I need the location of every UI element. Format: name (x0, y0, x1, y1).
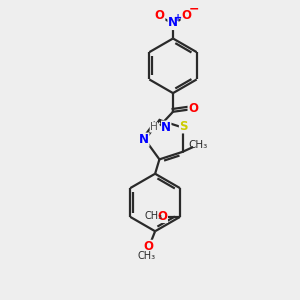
Text: CH₃: CH₃ (189, 140, 208, 150)
Text: +: + (174, 13, 182, 23)
Text: O: O (155, 9, 165, 22)
Text: CH₃: CH₃ (137, 251, 155, 261)
Text: N: N (168, 16, 178, 29)
Text: CH₃: CH₃ (144, 211, 162, 221)
Text: O: O (158, 210, 168, 223)
Text: H: H (150, 122, 158, 132)
Text: S: S (179, 120, 188, 133)
Text: O: O (188, 102, 198, 116)
Text: O: O (143, 240, 153, 253)
Text: N: N (161, 121, 171, 134)
Text: −: − (189, 3, 200, 16)
Text: N: N (139, 133, 149, 146)
Text: O: O (181, 9, 191, 22)
